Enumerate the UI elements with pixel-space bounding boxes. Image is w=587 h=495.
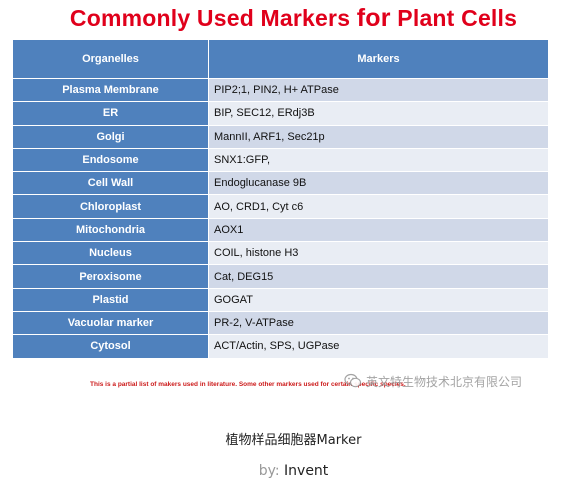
markers-cell: AO, CRD1, Cyt c6 (208, 194, 549, 219)
table-row: ER BIP, SEC12, ERdj3B (12, 101, 549, 126)
table-row: Endosome SNX1:GFP, (12, 147, 549, 173)
footnote: This is a partial list of makers used in… (90, 381, 406, 388)
header-markers: Markers (208, 39, 549, 79)
table-row: Nucleus COIL, histone H3 (12, 241, 549, 266)
table-row: Golgi MannII, ARF1, Sec21p (12, 124, 549, 149)
watermark: 英文特生物技术北京有限公司 (344, 372, 522, 390)
title-text: Commonly Used Markers (69, 5, 357, 31)
markers-table: Organelles Markers Plasma Membrane PIP2;1… (12, 39, 549, 359)
markers-cell: COIL, histone H3 (208, 241, 549, 266)
markers-cell: ACT/Actin, SPS, UGPase (208, 334, 549, 359)
organelle-cell: Vacuolar marker (12, 310, 209, 336)
organelle-cell: Plastid (12, 287, 209, 312)
markers-cell: AOX1 (208, 217, 549, 243)
table-header-row: Organelles Markers (12, 39, 549, 79)
table-row: Plastid GOGAT (12, 287, 549, 312)
title-end: Plant Cells (390, 5, 518, 31)
markers-cell: BIP, SEC12, ERdj3B (208, 101, 549, 126)
markers-cell: GOGAT (208, 287, 549, 312)
caption: 植物样品细胞器Marker (225, 433, 362, 448)
organelle-cell: Nucleus (12, 241, 209, 266)
organelle-cell: Endosome (12, 147, 209, 173)
markers-cell: PIP2;1, PIN2, H+ ATPase (208, 77, 549, 103)
markers-cell: Endoglucanase 9B (208, 171, 549, 196)
organelle-cell: Golgi (12, 124, 209, 149)
wechat-icon (344, 373, 362, 388)
table-row: Chloroplast AO, CRD1, Cyt c6 (12, 194, 549, 219)
organelle-cell: Plasma Membrane (12, 77, 209, 103)
header-organelles: Organelles (12, 39, 209, 79)
markers-cell: Cat, DEG15 (208, 264, 549, 289)
title-for: for (356, 4, 391, 32)
markers-cell: MannII, ARF1, Sec21p (208, 124, 549, 149)
watermark-text: 英文特生物技术北京有限公司 (366, 374, 523, 389)
byline-author: Invent (284, 463, 329, 479)
organelle-cell: Cytosol (12, 334, 209, 359)
table-row: Cytosol ACT/Actin, SPS, UGPase (12, 334, 549, 359)
table-row: Mitochondria AOX1 (12, 217, 549, 243)
table-row: Peroxisome Cat, DEG15 (12, 264, 549, 289)
organelle-cell: Cell Wall (12, 171, 209, 196)
organelle-cell: ER (12, 101, 209, 126)
organelle-cell: Mitochondria (12, 217, 209, 243)
table-row: Cell Wall Endoglucanase 9B (12, 171, 549, 196)
markers-cell: PR-2, V-ATPase (208, 310, 549, 336)
organelle-cell: Chloroplast (12, 194, 209, 219)
table-row: Plasma Membrane PIP2;1, PIN2, H+ ATPase (12, 77, 549, 103)
byline-by: by: (258, 463, 280, 479)
byline: by: Invent (0, 463, 587, 479)
table-row: Vacuolar marker PR-2, V-ATPase (12, 310, 549, 336)
page-title: Commonly Used Markers for Plant Cells (0, 4, 587, 33)
organelle-cell: Peroxisome (12, 264, 209, 289)
table-body: Plasma Membrane PIP2;1, PIN2, H+ ATPase ER… (12, 77, 549, 359)
markers-cell: SNX1:GFP, (208, 147, 549, 173)
